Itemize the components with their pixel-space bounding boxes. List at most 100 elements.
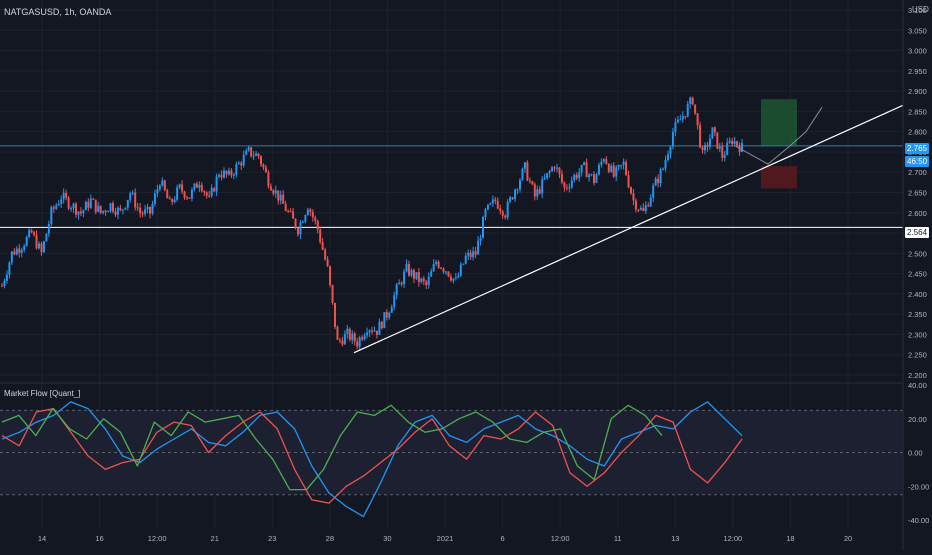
- candle-body: [215, 176, 218, 192]
- candle-body: [279, 194, 282, 201]
- candle-body: [343, 334, 346, 345]
- candle-body: [499, 208, 502, 212]
- candle-body: [464, 255, 467, 264]
- candle-body: [193, 183, 196, 190]
- candle-body: [348, 328, 351, 340]
- candle-body: [410, 269, 413, 276]
- candle-body: [462, 263, 465, 265]
- candle-body: [153, 193, 156, 204]
- candle-body: [425, 281, 428, 286]
- candle-body: [474, 251, 477, 255]
- candle-body: [699, 125, 702, 148]
- candle-body: [311, 211, 314, 218]
- time-tick-label: 18: [786, 534, 794, 543]
- candle-body: [232, 174, 235, 176]
- candle-body: [538, 189, 541, 194]
- candle-body: [156, 189, 159, 194]
- candle-body: [706, 144, 709, 147]
- oscillator-tick-label: 0.00: [908, 449, 923, 458]
- candle-body: [553, 167, 556, 169]
- candle-body: [47, 223, 50, 234]
- candle-body: [97, 205, 100, 212]
- candle-body: [260, 156, 262, 165]
- candle-body: [190, 189, 193, 199]
- candle-body: [264, 167, 267, 173]
- candle-body: [10, 251, 13, 263]
- candle-body: [163, 180, 166, 191]
- candle-body: [679, 119, 682, 121]
- candle-body: [669, 146, 672, 155]
- candle-body: [309, 209, 312, 212]
- oscillator-line-red: [1, 407, 743, 504]
- candle-body: [511, 197, 514, 200]
- oscillator-grid: [0, 409, 903, 496]
- candle-body: [250, 147, 253, 157]
- candle-body: [329, 266, 332, 286]
- candle-body: [533, 184, 536, 197]
- candle-body: [351, 333, 354, 340]
- candle-body: [87, 201, 90, 208]
- candle-body: [501, 211, 504, 216]
- candle-body: [102, 210, 105, 213]
- candle-body: [149, 206, 151, 214]
- candle-body: [267, 172, 270, 187]
- candle-body: [519, 180, 521, 190]
- candle-body: [523, 162, 526, 169]
- candle-body: [373, 330, 376, 332]
- candle-body: [72, 203, 75, 209]
- candle-body: [198, 184, 201, 188]
- candle-body: [183, 191, 186, 198]
- candle-body: [297, 228, 299, 235]
- candle-body: [20, 249, 23, 253]
- candle-body: [560, 173, 563, 183]
- candle-body: [385, 312, 388, 318]
- currency-label: USD: [912, 5, 929, 14]
- candle-body: [741, 142, 743, 152]
- candle-body: [306, 209, 309, 216]
- candle-body: [662, 168, 665, 170]
- candle-body: [528, 180, 531, 182]
- horizontal-levels: [0, 145, 903, 228]
- candle-body: [178, 184, 181, 188]
- candle-body: [92, 198, 95, 200]
- candle-body: [531, 181, 534, 185]
- candle-body: [489, 203, 492, 205]
- candle-body: [361, 337, 364, 340]
- candle-body: [546, 173, 549, 179]
- price-tick-label: 2.350: [908, 310, 927, 319]
- candle-body: [617, 165, 620, 168]
- candle-body: [331, 285, 334, 303]
- candle-body: [282, 194, 285, 204]
- candle-body: [338, 339, 341, 341]
- candle-body: [664, 159, 667, 169]
- candle-body: [708, 138, 711, 147]
- candle-body: [639, 207, 642, 210]
- candle-body: [452, 278, 455, 281]
- candle-body: [294, 218, 297, 229]
- candle-body: [269, 186, 272, 191]
- candle-body: [420, 278, 423, 282]
- candle-body: [225, 170, 228, 175]
- candle-body: [400, 282, 403, 285]
- time-tick-label: 21: [211, 534, 219, 543]
- candle-body: [84, 201, 87, 211]
- candle-body: [588, 174, 591, 178]
- candle-body: [52, 207, 55, 209]
- candle-body: [721, 146, 724, 158]
- candle-body: [356, 341, 359, 347]
- price-tick-label: 2.200: [908, 371, 927, 380]
- candle-body: [691, 97, 694, 105]
- candle-body: [634, 200, 637, 210]
- candle-body: [141, 213, 144, 215]
- price-tick-label: 3.050: [908, 26, 927, 35]
- candle-body: [482, 217, 484, 238]
- candle-body: [575, 174, 578, 179]
- candle-body: [171, 199, 174, 202]
- candle-body: [121, 209, 124, 211]
- candle-body: [366, 332, 369, 336]
- candle-body: [442, 268, 445, 272]
- candle-body: [247, 147, 250, 151]
- candle-body: [240, 162, 243, 166]
- candle-body: [390, 306, 393, 313]
- candle-body: [292, 211, 295, 219]
